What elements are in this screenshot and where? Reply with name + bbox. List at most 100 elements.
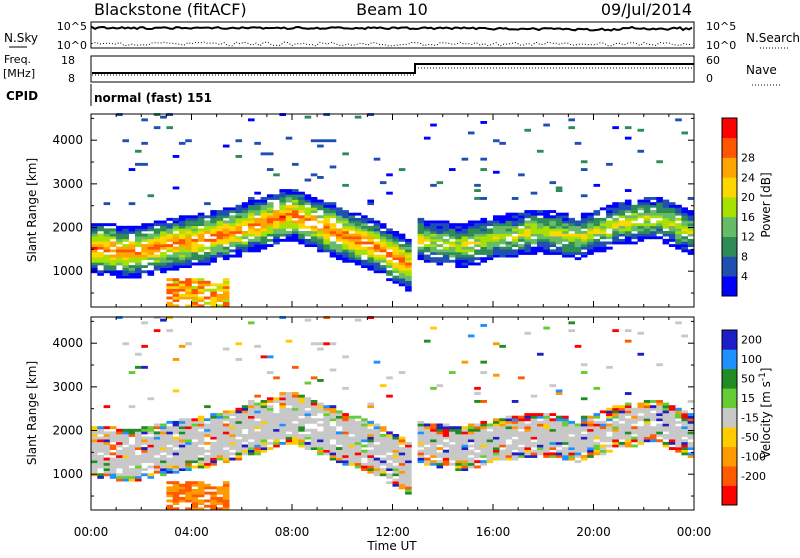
heatmap-cell [398,457,406,461]
heatmap-cell [197,249,205,253]
heatmap-cell [354,115,362,119]
heatmap-cell [304,225,312,229]
heatmap-cell [656,212,663,216]
heatmap-cell [285,428,293,432]
heatmap-cell [178,496,186,500]
heatmap-cell [449,455,456,458]
heatmap-cell [178,249,186,253]
heatmap-cell [197,431,205,435]
heatmap-cell [310,204,318,208]
heatmap-cell [430,238,437,242]
heatmap-cell [486,431,494,435]
heatmap-cell [235,204,243,208]
heatmap-cell [216,426,224,430]
heatmap-cell [398,436,406,440]
heatmap-cell [455,436,462,440]
heatmap-cell [518,447,525,450]
heatmap-cell [292,434,299,437]
heatmap-cell [178,439,186,443]
heatmap-cell [606,365,613,369]
heatmap-cell [624,231,632,234]
heatmap-cell [273,428,280,432]
heatmap-cell [336,431,343,435]
heatmap-cell [191,447,199,450]
heatmap-cell [562,233,569,237]
heatmap-cell [574,141,582,145]
heatmap-cell [210,423,217,427]
heatmap-cell [480,238,487,242]
heatmap-cell [681,210,688,213]
heatmap-cell [486,244,494,247]
heatmap-cell [178,215,186,219]
heatmap-cell [367,449,374,453]
heatmap-cell [480,449,487,453]
heatmap-cell [662,434,670,437]
heatmap-cell [618,407,626,411]
heatmap-cell [668,233,676,237]
heatmap-cell [260,402,268,406]
heatmap-cell [135,475,142,479]
heatmap-cell [405,489,412,492]
heatmap-cell [637,212,645,216]
heatmap-cell [235,217,243,221]
heatmap-cell [160,228,167,232]
heatmap-cell [662,210,670,213]
heatmap-cell [172,468,180,471]
heatmap-cell [342,220,349,224]
heatmap-cell [166,431,173,435]
heatmap-cell [97,246,104,250]
heatmap-cell [310,400,318,403]
heatmap-cell [549,447,557,450]
heatmap-cell [317,423,324,427]
heatmap-cell [530,233,538,237]
heatmap-cell [530,436,538,440]
heatmap-cell [241,434,249,437]
heatmap-cell [348,418,356,422]
heatmap-cell [467,131,475,135]
heatmap-cell [254,233,261,237]
heatmap-cell [166,283,173,287]
heatmap-cell [197,259,205,263]
heatmap-cell [606,204,613,208]
heatmap-cell [122,254,129,258]
heatmap-cell [172,494,180,498]
heatmap-cell [273,444,280,448]
heatmap-cell [392,465,400,469]
heatmap-cell [178,420,186,424]
heatmap-cell [580,168,588,171]
heatmap-cell [436,455,444,458]
heatmap-cell [480,431,487,435]
heatmap-cell [141,441,148,445]
heatmap-cell [656,405,663,409]
heatmap-cell [191,291,199,295]
heatmap-cell [455,447,462,450]
heatmap-cell [379,462,387,466]
heatmap-cell [593,449,601,453]
heatmap-cell [254,210,261,213]
heatmap-cell [329,436,337,440]
heatmap-cell [580,447,588,450]
heatmap-cell [386,173,393,177]
heatmap-cell [405,473,412,477]
heatmap-cell [405,238,412,242]
heatmap-cell [279,428,286,432]
heatmap-cell [367,233,374,237]
heatmap-cell [618,413,626,416]
heatmap-cell [172,252,180,255]
heatmap-cell [216,441,224,445]
heatmap-cell [336,423,343,427]
heatmap-cell [342,439,349,443]
heatmap-cell [103,460,111,464]
heatmap-cell [650,418,657,422]
colorbar-segment [722,216,737,237]
heatmap-cell [480,168,487,171]
heatmap-cell [191,507,199,511]
heatmap-cell [493,238,500,242]
heatmap-cell [430,386,437,390]
heatmap-cell [367,423,374,427]
heatmap-cell [135,365,142,369]
heatmap-cell [486,231,494,234]
heatmap-cell [285,217,293,221]
heatmap-cell [122,259,129,263]
heatmap-cell [323,434,330,437]
